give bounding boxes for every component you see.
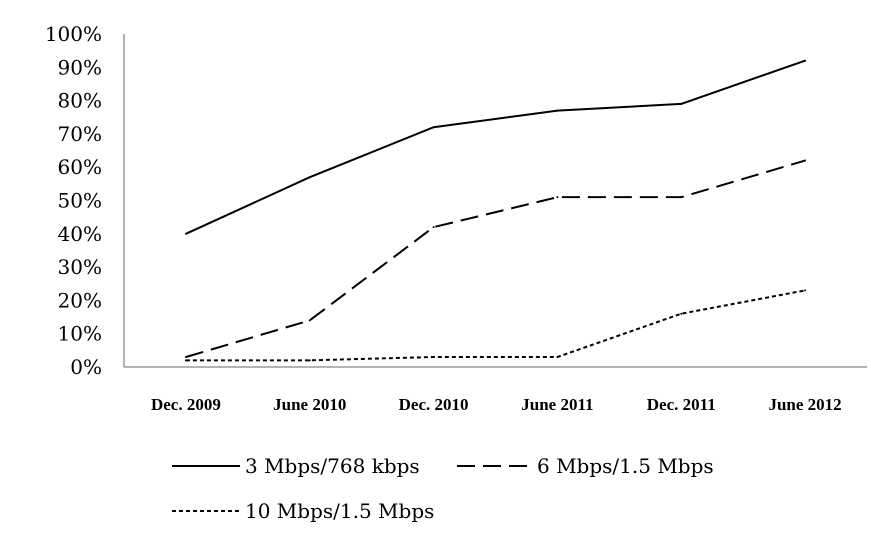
data-point bbox=[184, 232, 187, 235]
data-point bbox=[680, 102, 683, 105]
data-point bbox=[556, 196, 559, 199]
data-point bbox=[184, 356, 187, 359]
y-axis: 0% 10% 20% 30% 40% 50% 60% 70% 80% 90% 100% bbox=[45, 22, 125, 379]
legend-label-3: 10 Mbps/1.5 Mbps bbox=[245, 499, 434, 523]
y-tick-label: 100% bbox=[45, 22, 102, 46]
y-tick-label: 40% bbox=[58, 222, 102, 246]
data-point bbox=[556, 109, 559, 112]
data-point bbox=[804, 159, 807, 162]
y-tick-label: 80% bbox=[58, 89, 102, 113]
data-point bbox=[804, 59, 807, 62]
x-tick-label: June 2011 bbox=[521, 395, 593, 414]
legend-label-2: 6 Mbps/1.5 Mbps bbox=[537, 454, 714, 478]
y-tick-label: 60% bbox=[58, 155, 102, 179]
data-point bbox=[804, 289, 807, 292]
data-point bbox=[432, 126, 435, 129]
data-point bbox=[308, 359, 311, 362]
data-point bbox=[184, 359, 187, 362]
data-point bbox=[432, 226, 435, 229]
x-tick-label: Dec. 2010 bbox=[399, 395, 469, 414]
y-tick-label: 90% bbox=[58, 55, 102, 79]
data-point bbox=[432, 356, 435, 359]
y-tick-label: 70% bbox=[58, 122, 102, 146]
legend: 3 Mbps/768 kbps 6 Mbps/1.5 Mbps 10 Mbps/1.… bbox=[172, 454, 714, 523]
x-tick-label: June 2012 bbox=[768, 395, 841, 414]
x-tick-label: Dec. 2009 bbox=[151, 395, 221, 414]
x-tick-label: Dec. 2011 bbox=[647, 395, 716, 414]
data-point bbox=[308, 319, 311, 322]
series-line-1 bbox=[185, 59, 806, 235]
series-lines bbox=[184, 59, 807, 362]
y-tick-label: 20% bbox=[58, 288, 102, 312]
x-axis: Dec. 2009 June 2010 Dec. 2010 June 2011 Dec.… bbox=[124, 366, 867, 414]
data-point bbox=[556, 356, 559, 359]
x-tick-label: June 2010 bbox=[273, 395, 346, 414]
y-tick-label: 0% bbox=[70, 355, 102, 379]
y-tick-label: 30% bbox=[58, 255, 102, 279]
y-tick-label: 10% bbox=[58, 322, 102, 346]
legend-label-1: 3 Mbps/768 kbps bbox=[245, 454, 420, 478]
series-line-2 bbox=[185, 159, 806, 358]
data-point bbox=[680, 312, 683, 315]
data-point bbox=[680, 196, 683, 199]
series-line-3 bbox=[185, 289, 806, 362]
data-point bbox=[308, 176, 311, 179]
y-tick-label: 50% bbox=[58, 189, 102, 213]
